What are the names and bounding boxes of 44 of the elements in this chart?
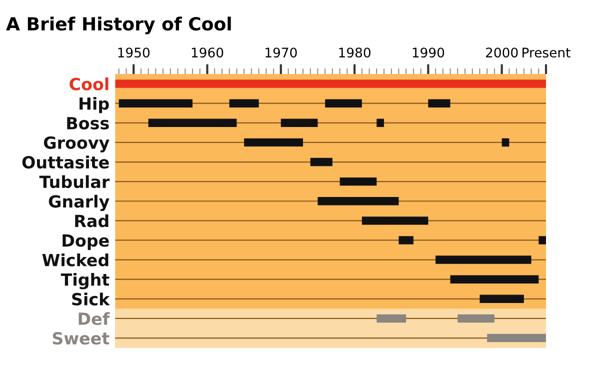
bar	[280, 118, 318, 127]
y-tick-label: Boss	[67, 117, 109, 130]
y-tick-label: Def	[78, 312, 110, 326]
bar	[362, 216, 428, 225]
y-tick-label: Groovy	[44, 136, 110, 152]
x-tick-label: 1970	[266, 48, 297, 58]
y-tick-label: Sweet	[52, 332, 110, 345]
bar	[398, 236, 414, 244]
x-tick-label: Present	[522, 48, 570, 58]
bar	[325, 99, 362, 108]
bar	[502, 138, 510, 147]
x-tick-label: 1980	[339, 48, 370, 58]
y-tick-label: Outtasite	[22, 156, 109, 169]
x-tick-label: 1950	[118, 48, 150, 58]
x-tick-label: 1960	[192, 48, 224, 58]
x-tick-label: 2000	[486, 48, 518, 58]
bar	[229, 99, 259, 108]
y-tick-label: Tubular	[39, 175, 110, 188]
bar	[376, 314, 406, 323]
y-tick-label: Wicked	[42, 253, 108, 266]
y-tick-label: Gnarly	[48, 194, 110, 212]
bar	[148, 118, 237, 127]
bar	[115, 80, 546, 88]
bar	[458, 314, 494, 323]
chart-title: A Brief History of Cool	[6, 16, 231, 34]
x-tick-label: 1990	[412, 48, 444, 58]
bar	[310, 158, 332, 166]
y-tick-label: Sick	[72, 292, 110, 306]
y-tick-label: Tight	[60, 273, 110, 290]
bar	[487, 334, 546, 342]
bar	[244, 138, 303, 147]
y-tick-label: Cool	[70, 77, 108, 90]
bar	[480, 294, 524, 304]
bar	[340, 177, 377, 186]
y-tick-label: Hip	[80, 97, 109, 114]
y-tick-label: Rad	[75, 214, 108, 228]
bar	[436, 256, 532, 264]
bar	[538, 236, 546, 244]
bar	[376, 118, 384, 127]
y-tick-label: Dope	[62, 234, 109, 250]
bar	[450, 275, 539, 284]
bar	[118, 99, 193, 108]
bar	[428, 99, 450, 108]
bar	[318, 197, 399, 206]
